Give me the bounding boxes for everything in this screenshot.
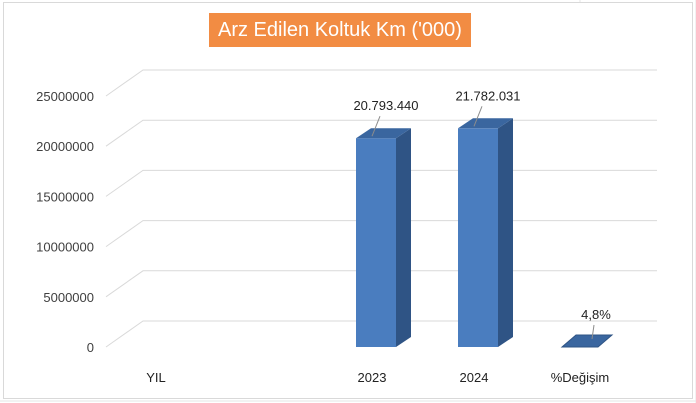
bar-top <box>356 128 411 139</box>
data-label-leader <box>591 324 595 340</box>
gridline <box>105 69 657 97</box>
y-tick-label: 25000000 <box>36 89 94 104</box>
bar-side <box>396 128 411 347</box>
data-label-leader <box>371 116 381 137</box>
y-tick-label: 5000000 <box>43 290 94 305</box>
data-label: 21.782.031 <box>455 88 520 103</box>
x-tick-label: 2024 <box>460 370 489 385</box>
x-tick-label: %Değişim <box>551 370 610 385</box>
bar <box>560 334 614 348</box>
x-tick-label: YIL <box>146 370 166 385</box>
bar <box>356 138 396 347</box>
y-tick-label: 10000000 <box>36 240 94 255</box>
y-tick-label: 20000000 <box>36 139 94 154</box>
bar-top <box>458 118 513 129</box>
bar-side <box>498 118 513 347</box>
y-tick-label: 0 <box>87 340 94 355</box>
data-label: 4,8% <box>581 307 611 322</box>
chart-area[interactable] <box>3 2 693 399</box>
data-label-leader <box>473 106 483 127</box>
data-label: 20.793.440 <box>353 98 418 113</box>
chart-title: Arz Edilen Koltuk Km ('000) <box>209 13 471 47</box>
y-tick-label: 15000000 <box>36 189 94 204</box>
x-tick-label: 2023 <box>358 370 387 385</box>
bar <box>458 128 498 347</box>
